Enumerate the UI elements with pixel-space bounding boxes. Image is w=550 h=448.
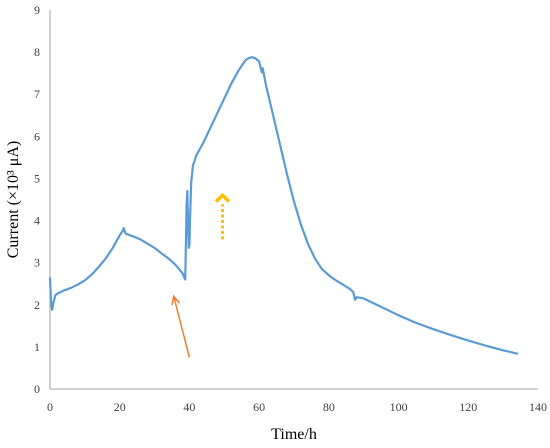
dotted-arrow-head <box>214 192 231 203</box>
x-tick-label: 100 <box>390 400 408 414</box>
y-tick-label: 9 <box>34 3 40 17</box>
series <box>48 56 519 355</box>
y-tick-label: 8 <box>34 45 40 59</box>
y-tick-label: 3 <box>34 256 40 270</box>
y-tick-label: 1 <box>34 340 40 354</box>
solid-arrow-head <box>171 294 181 306</box>
x-tick-label: 40 <box>183 400 195 414</box>
tick-labels: 0 20 40 60 80 100 120 140 0 1 2 3 4 5 6 7 8 9 <box>34 3 547 414</box>
x-tick-label: 0 <box>47 400 53 414</box>
y-tick-label: 7 <box>34 87 40 101</box>
solid-arrow-shaft <box>173 296 191 358</box>
y-tick-label: 5 <box>34 171 40 185</box>
x-tick-label: 60 <box>253 400 265 414</box>
y-tick-label: 4 <box>34 214 40 228</box>
annotations <box>171 192 231 358</box>
x-tick-label: 120 <box>459 400 477 414</box>
y-tick-label: 6 <box>34 129 40 143</box>
y-tick-label: 2 <box>34 298 40 312</box>
x-tick-label: 140 <box>529 400 547 414</box>
series-line-0 <box>48 56 519 355</box>
axes <box>49 10 538 390</box>
x-tick-label: 80 <box>323 400 335 414</box>
x-axis-title: Time/h <box>271 426 317 443</box>
y-tick-label: 0 <box>34 382 40 396</box>
y-axis-title: Current (×10³ μA) <box>5 141 22 258</box>
x-tick-label: 20 <box>114 400 126 414</box>
